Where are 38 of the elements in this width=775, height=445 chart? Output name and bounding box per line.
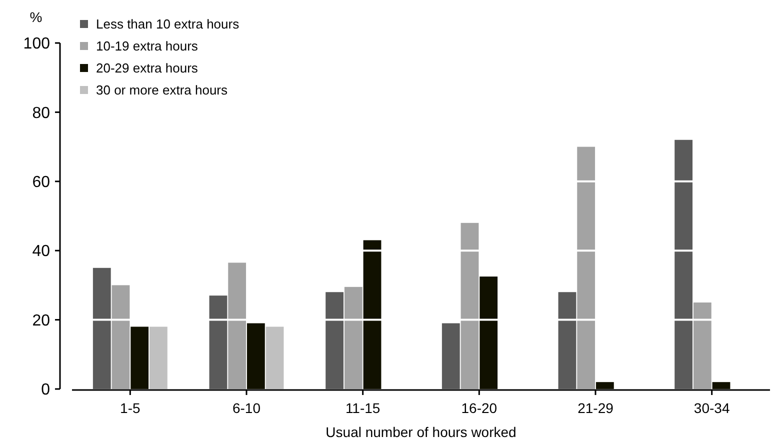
bar xyxy=(149,326,168,389)
bar xyxy=(112,285,130,389)
bar xyxy=(363,240,382,389)
bar xyxy=(558,292,576,389)
legend-label: 20-29 extra hours xyxy=(96,60,198,76)
x-tick-label: 11-15 xyxy=(345,400,380,416)
y-tick-label: 20 xyxy=(32,312,50,330)
bar xyxy=(577,146,596,389)
bar xyxy=(92,268,111,389)
x-axis-title: Usual number of hours worked xyxy=(326,424,516,440)
y-axis-title: % xyxy=(30,9,42,25)
bar xyxy=(344,286,362,389)
bar xyxy=(480,276,498,389)
legend-label: 10-19 extra hours xyxy=(96,38,198,54)
y-tick-label: 60 xyxy=(32,174,50,191)
x-tick-label: 30-34 xyxy=(694,400,730,416)
bar xyxy=(266,326,284,389)
bar xyxy=(326,292,344,389)
y-tick-label: 100 xyxy=(23,36,50,53)
bar xyxy=(712,382,730,389)
y-tick-label: 40 xyxy=(32,243,50,260)
x-tick-label: 1-5 xyxy=(120,400,140,416)
bar xyxy=(460,222,479,389)
bar xyxy=(674,140,693,389)
bar xyxy=(209,296,228,389)
y-tick-label: 0 xyxy=(41,382,50,399)
y-tick-label: 80 xyxy=(32,104,50,122)
bar xyxy=(693,302,712,389)
legend-label: 30 or more extra hours xyxy=(96,82,228,98)
x-tick-label: 21-29 xyxy=(578,400,614,416)
bar xyxy=(246,323,265,389)
bar xyxy=(130,326,149,389)
x-tick-label: 6-10 xyxy=(232,400,261,416)
legend-label: Less than 10 extra hours xyxy=(96,16,240,32)
bar xyxy=(596,382,614,389)
bar xyxy=(442,323,460,389)
x-tick-label: 16-20 xyxy=(461,400,498,416)
bar xyxy=(228,262,246,389)
